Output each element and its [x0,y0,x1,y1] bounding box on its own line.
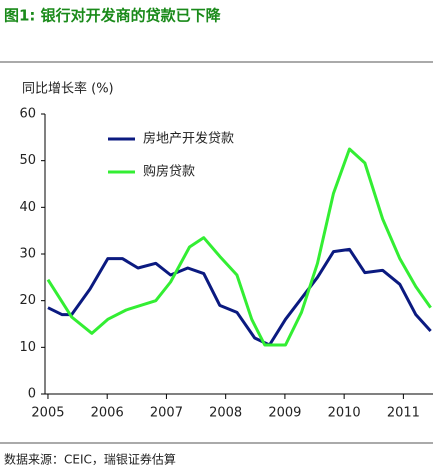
y-tick-label: 30 [19,247,36,262]
x-tick-label: 2010 [328,406,361,421]
x-tick-label: 2008 [209,406,242,421]
y-tick-label: 40 [19,200,36,215]
chart-title: 图1: 银行对开发商的贷款已下降 [4,7,222,25]
y-tick-label: 60 [19,107,36,122]
x-tick-label: 2011 [387,406,420,421]
legend-label: 房地产开发贷款 [143,131,234,147]
y-axis-label: 同比增长率 (%) [22,81,114,97]
y-tick-label: 20 [19,293,36,308]
x-tick-label: 2007 [150,406,183,421]
y-tick-label: 0 [28,387,36,402]
source-note: 数据来源：CEIC，瑞银证券估算 [4,452,176,467]
series-line [46,147,432,347]
y-tick-label: 50 [19,153,36,168]
legend-label: 购房贷款 [143,164,195,180]
x-tick-label: 2005 [31,406,64,421]
series-line [47,247,432,347]
x-tick-label: 2009 [268,406,301,421]
x-tick-label: 2006 [91,406,124,421]
y-tick-label: 10 [19,340,36,355]
